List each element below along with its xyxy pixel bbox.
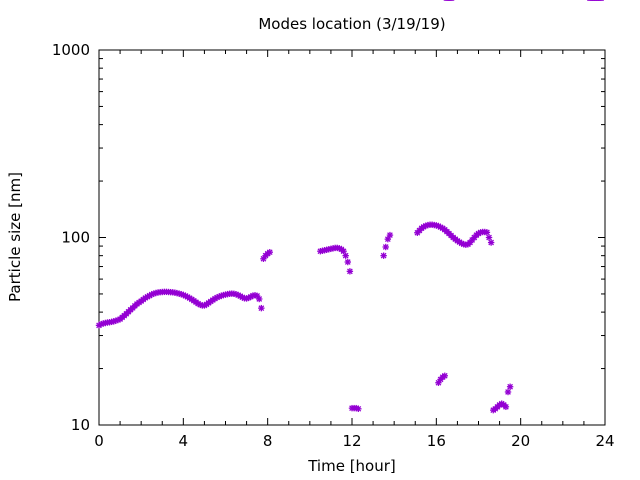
data-point	[344, 258, 351, 266]
data-point	[346, 268, 354, 275]
x-axis-ticks: 0 4 8 12 16 20 24	[94, 50, 615, 450]
x-axis-label: Time [hour]	[307, 457, 396, 475]
data-point	[506, 383, 514, 390]
data-point	[355, 405, 362, 413]
data-point	[382, 243, 389, 251]
x-tick-label: 4	[179, 432, 189, 450]
data-point	[256, 295, 263, 303]
y-axis-ticks: 10 100 1000	[52, 41, 605, 434]
chart-title: Modes location (3/19/19)	[258, 15, 445, 33]
data-point	[441, 372, 448, 379]
data-point	[342, 252, 349, 259]
x-tick-label: 24	[595, 432, 614, 450]
x-tick-label: 8	[263, 432, 273, 450]
y-tick-label: 1000	[52, 41, 90, 59]
data-point	[380, 252, 387, 259]
data-point	[502, 403, 510, 411]
data-point	[504, 388, 512, 396]
data-point	[266, 248, 273, 256]
x-tick-label: 12	[342, 432, 361, 450]
data-point	[487, 239, 495, 246]
x-tick-label: 16	[427, 432, 446, 450]
data-point	[483, 229, 491, 236]
y-tick-label: 10	[71, 416, 90, 434]
data-point	[386, 231, 394, 239]
x-tick-label: 20	[511, 432, 530, 450]
plot-frame	[98, 49, 606, 426]
data-point	[485, 234, 493, 241]
data-point	[258, 304, 265, 312]
y-axis-label: Particle size [nm]	[6, 172, 24, 302]
y-tick-label: 100	[61, 229, 90, 247]
x-tick-label: 0	[94, 432, 104, 450]
data-points	[95, 0, 604, 414]
